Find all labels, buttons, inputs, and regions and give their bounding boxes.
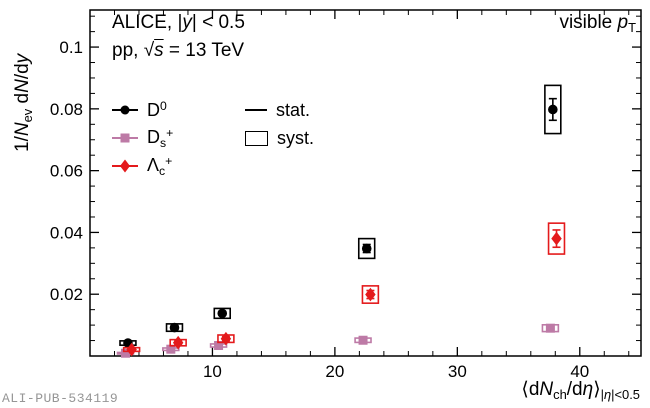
legend-item-stat: stat. [245,96,314,124]
marker [217,308,228,319]
x-tick-label: 10 [203,362,222,381]
axis-ticks [90,10,641,356]
x-tick-label: 40 [570,362,589,381]
legend-label-ds: Ds+ [147,126,174,150]
x-axis-title: ⟨dNch/dη⟩|η|<0.5 [521,379,640,402]
legend-item-ds: Ds+ [112,124,173,152]
marker [361,243,372,254]
series-Ds+ [116,323,560,358]
ds-marker-icon [112,130,138,146]
collision-energy-label: pp, √s = 13 TeV [112,40,245,61]
y-tick-label: 0.02 [50,285,83,304]
legend-label-stat: stat. [276,99,311,120]
y-axis-title: 1/Nev dN/dy [12,53,35,152]
marker [545,323,555,333]
legend-series-column: D0 Ds+ Λc+ [112,96,173,180]
legend-item-d0: D0 [112,96,173,124]
pt-range-label: visible pT [559,12,636,35]
x-tick-label: 30 [448,362,467,381]
legend-item-syst: syst. [245,124,314,152]
legend-item-lc: Λc+ [112,152,173,180]
lc-marker-icon [112,158,138,174]
marker [358,335,368,345]
syst-box [213,307,231,320]
series-Lc+ [122,222,566,357]
legend-label-d0: D0 [147,98,167,121]
d0-marker-icon [112,102,138,118]
y-tick-label: 0.08 [50,100,83,119]
plot-frame [89,9,642,357]
watermark: ALI-PUB-534119 [2,391,119,406]
legend-label-syst: syst. [277,127,315,148]
marker [551,231,562,246]
x-tick-label: 20 [325,362,344,381]
marker [169,322,180,333]
y-tick-label: 0.06 [50,162,83,181]
y-tick-label: 0.04 [50,223,83,242]
syst-box [544,84,562,135]
marker [172,335,184,350]
stat-line-icon [245,109,267,111]
marker [220,331,232,346]
marker [126,342,137,357]
syst-box [547,222,566,255]
legend: D0 Ds+ Λc+ stat. syst. [112,96,314,180]
syst-box [361,285,380,304]
syst-box [357,237,376,260]
series-D0 [119,84,562,348]
experiment-label: ALICE, |y| < 0.5 [112,12,245,33]
y-tick-label: 0.1 [59,38,83,57]
marker [548,104,558,115]
syst-box-icon [245,130,268,146]
legend-label-lc: Λc+ [147,154,173,178]
legend-error-column: stat. syst. [245,96,314,152]
marker [365,287,376,302]
